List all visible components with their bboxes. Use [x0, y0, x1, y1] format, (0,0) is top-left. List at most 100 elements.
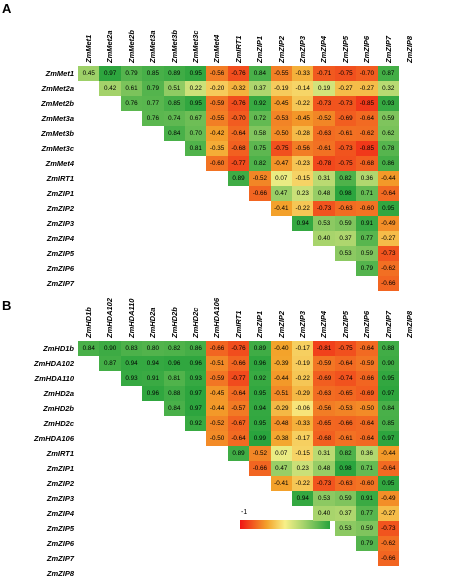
correlation-cell: -0.66 — [334, 416, 357, 431]
correlation-cell: -0.73 — [313, 201, 335, 216]
correlation-cell: 0.96 — [185, 356, 207, 371]
correlation-cell: -0.61 — [334, 431, 357, 446]
correlation-cell: -0.52 — [206, 416, 228, 431]
correlation-cell: 0.32 — [377, 81, 399, 96]
column-label: ZmZIP3 — [298, 310, 307, 338]
correlation-cell: -0.45 — [206, 386, 228, 401]
correlation-cell: -0.49 — [377, 216, 399, 231]
correlation-cell: 0.59 — [356, 246, 378, 261]
correlation-cell: -0.27 — [334, 81, 357, 96]
correlation-cell: -0.63 — [334, 476, 357, 491]
correlation-cell: -0.61 — [334, 126, 357, 141]
correlation-cell: -0.75 — [334, 156, 357, 171]
correlation-cell: 0.90 — [99, 341, 121, 356]
correlation-cell: -0.28 — [292, 126, 314, 141]
column-label: ZmIRT1 — [233, 35, 243, 63]
correlation-cell: -0.14 — [292, 81, 314, 96]
correlation-cell: -0.45 — [270, 96, 292, 111]
correlation-cell: 0.77 — [356, 231, 378, 246]
column-label: ZmZIP7 — [383, 310, 393, 338]
correlation-cell: 0.95 — [185, 66, 207, 81]
correlation-cell: 0.88 — [163, 386, 185, 401]
correlation-cell: -0.44 — [377, 171, 399, 186]
correlation-cell: -0.66 — [356, 371, 378, 386]
correlation-cell: 0.81 — [185, 141, 207, 156]
correlation-cell: 0.71 — [356, 186, 378, 201]
row-label: ZmZIP7 — [46, 279, 74, 288]
correlation-cell: -0.76 — [227, 96, 250, 111]
correlation-cell: 0.82 — [334, 171, 357, 186]
correlation-cell: 0.97 — [377, 386, 399, 401]
column-label: ZmZIP7 — [383, 35, 393, 63]
row-label: ZmHD2c — [43, 419, 74, 428]
column-label: ZmHDA110 — [126, 298, 136, 338]
correlation-cell: -0.64 — [356, 416, 378, 431]
column-label: ZmMet3c — [191, 30, 200, 63]
column-label: ZmHDA102 — [105, 297, 115, 338]
row-label: ZmIRT1 — [46, 174, 74, 183]
row-label: ZmZIP6 — [46, 264, 74, 273]
correlation-cell: -0.59 — [206, 96, 228, 111]
correlation-cell: 0.95 — [249, 416, 271, 431]
correlation-cell: -0.33 — [292, 416, 314, 431]
correlation-cell: 0.53 — [313, 216, 335, 231]
panel-b: B -1 1 ZmHD1bZmHDA102ZmHDA110ZmHD2aZmHD2… — [0, 275, 463, 578]
correlation-cell: -0.52 — [313, 111, 335, 126]
correlation-cell: -0.53 — [334, 401, 357, 416]
correlation-cell: -0.66 — [377, 551, 399, 566]
correlation-cell: 0.96 — [142, 386, 164, 401]
correlation-cell: -0.33 — [292, 66, 314, 81]
correlation-cell: -0.40 — [270, 341, 292, 356]
correlation-cell: -0.44 — [206, 401, 228, 416]
correlation-cell: 0.31 — [313, 171, 335, 186]
column-label: ZmHDA106 — [212, 297, 222, 338]
column-label: ZmZIP1 — [255, 35, 265, 63]
correlation-cell: 0.07 — [270, 446, 292, 461]
correlation-cell: -0.44 — [377, 446, 399, 461]
correlation-cell: 0.92 — [249, 371, 271, 386]
column-label: ZmZIP2 — [276, 310, 286, 338]
correlation-cell: -0.59 — [356, 356, 378, 371]
correlation-cell: -0.69 — [334, 111, 357, 126]
correlation-cell: 0.93 — [185, 371, 207, 386]
correlation-cell: 0.84 — [249, 66, 271, 81]
column-label: ZmHD2a — [148, 307, 158, 338]
correlation-cell: 0.94 — [292, 491, 314, 506]
correlation-cell: 0.95 — [377, 371, 399, 386]
correlation-cell: -0.64 — [334, 356, 357, 371]
correlation-cell: -0.76 — [227, 341, 250, 356]
correlation-cell: -0.15 — [292, 446, 314, 461]
correlation-cell: 0.36 — [356, 446, 378, 461]
correlation-cell: 0.62 — [377, 126, 399, 141]
correlation-cell: -0.69 — [313, 371, 335, 386]
row-label: ZmMet1 — [45, 69, 74, 78]
column-label: ZmZIP5 — [340, 310, 350, 338]
correlation-cell: 0.76 — [142, 111, 164, 126]
correlation-cell: -0.64 — [227, 431, 250, 446]
correlation-cell: -0.64 — [227, 386, 250, 401]
correlation-cell: -0.75 — [270, 141, 292, 156]
correlation-cell: -0.68 — [356, 156, 378, 171]
correlation-cell: 0.95 — [377, 201, 399, 216]
correlation-cell: 0.95 — [249, 386, 271, 401]
correlation-cell: 0.97 — [99, 66, 121, 81]
correlation-cell: 0.96 — [249, 356, 271, 371]
column-label: ZmZIP1 — [255, 310, 265, 338]
column-label: ZmMet2a — [105, 30, 115, 63]
correlation-cell: -0.47 — [270, 156, 292, 171]
correlation-cell: -0.64 — [377, 186, 399, 201]
correlation-cell: 0.71 — [356, 461, 378, 476]
correlation-cell: -0.65 — [334, 386, 357, 401]
correlation-cell: -0.71 — [313, 66, 335, 81]
correlation-cell: 0.98 — [334, 461, 357, 476]
correlation-cell: 0.23 — [292, 186, 314, 201]
correlation-cell: -0.73 — [334, 141, 357, 156]
correlation-cell: 0.93 — [120, 371, 143, 386]
correlation-cell: 0.97 — [185, 401, 207, 416]
panel-b-label: B — [2, 298, 12, 313]
correlation-cell: 0.76 — [120, 96, 143, 111]
correlation-cell: -0.41 — [270, 201, 292, 216]
correlation-cell: -0.75 — [334, 341, 357, 356]
correlation-cell: -0.51 — [206, 356, 228, 371]
row-label: ZmZIP8 — [46, 569, 74, 578]
